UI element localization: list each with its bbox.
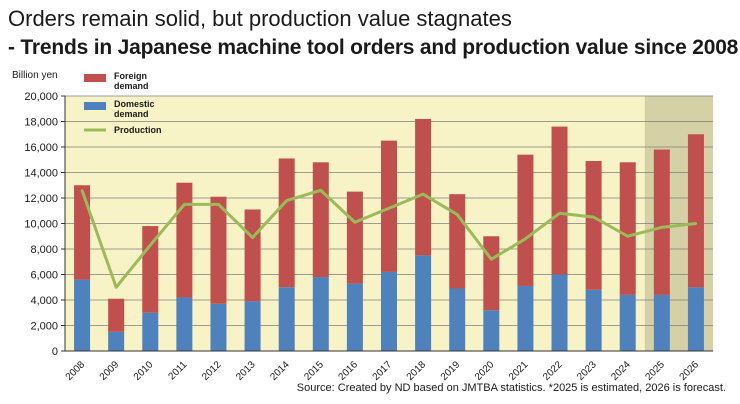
y-axis-label: Billion yen (12, 70, 58, 81)
y-tick-label: 20,000 (24, 91, 58, 103)
production-point-2017 (387, 207, 391, 210)
bar-foreign-2024 (619, 162, 636, 295)
bar-domestic-2024 (619, 294, 636, 351)
legend-label-domestic: Domestic (114, 99, 155, 109)
bar-domestic-2014 (278, 287, 295, 351)
bar-foreign-2009 (108, 298, 125, 332)
bar-foreign-2013 (244, 209, 261, 302)
x-tick-label-2020: 2020 (473, 359, 497, 383)
bar-foreign-2018 (415, 118, 432, 256)
bar-domestic-2023 (585, 289, 602, 351)
production-point-2018 (421, 192, 425, 196)
y-tick-label: 0 (52, 346, 58, 358)
bar-foreign-2022 (551, 126, 568, 275)
x-tick-label-2022: 2022 (541, 359, 565, 383)
bar-foreign-2025 (653, 149, 670, 295)
x-tick-label-2024: 2024 (609, 359, 633, 383)
bar-domestic-2021 (517, 285, 534, 351)
x-tick-label-2008: 2008 (64, 359, 88, 383)
production-point-2025 (660, 226, 664, 229)
y-tick-label: 12,000 (24, 193, 58, 205)
source-note: Source: Created by ND based on JMTBA sta… (296, 382, 726, 394)
bar-foreign-2017 (381, 140, 397, 272)
production-point-2010 (149, 243, 152, 247)
bar-foreign-2012 (210, 196, 227, 304)
bar-foreign-2026 (687, 134, 704, 288)
y-tick-label: 8,000 (30, 244, 58, 256)
production-point-2012 (217, 203, 220, 206)
y-tick-label: 14,000 (24, 168, 58, 180)
y-tick-label: 2,000 (30, 321, 58, 333)
production-point-2011 (183, 203, 186, 206)
bar-domestic-2009 (108, 331, 125, 351)
bar-foreign-2015 (312, 162, 329, 278)
y-tick-label: 6,000 (30, 270, 58, 282)
bar-domestic-2017 (381, 271, 397, 351)
bar-domestic-2016 (346, 283, 363, 351)
production-point-2026 (694, 222, 698, 225)
legend-label-foreign: demand (114, 81, 149, 91)
y-tick-label: 16,000 (24, 142, 58, 154)
legend-label-foreign: Foreign (114, 71, 147, 81)
x-tick-label-2016: 2016 (337, 359, 361, 383)
x-tick-label-2026: 2026 (678, 359, 702, 383)
x-tick-label-2019: 2019 (439, 359, 463, 383)
x-tick-label-2021: 2021 (507, 359, 531, 383)
bar-foreign-2014 (278, 158, 295, 288)
chart-subtitle: - Trends in Japanese machine tool orders… (8, 36, 740, 59)
y-tick-label: 4,000 (30, 295, 58, 307)
bar-foreign-2010 (142, 226, 159, 313)
chart-title: Orders remain solid, but production valu… (8, 6, 512, 31)
legend-swatch-foreign (84, 74, 106, 82)
production-point-2022 (558, 212, 561, 215)
bar-domestic-2019 (449, 288, 466, 351)
x-tick-label-2012: 2012 (200, 359, 224, 383)
production-point-2020 (490, 258, 493, 261)
production-point-2019 (456, 213, 459, 216)
bar-domestic-2026 (687, 287, 704, 351)
x-tick-label-2018: 2018 (405, 359, 429, 383)
production-point-2015 (319, 189, 322, 192)
bar-domestic-2020 (483, 310, 500, 351)
bar-domestic-2018 (415, 255, 432, 351)
bar-domestic-2025 (653, 294, 670, 351)
bar-foreign-2011 (176, 182, 193, 298)
legend-swatch-domestic (84, 102, 106, 110)
x-tick-label-2017: 2017 (371, 359, 395, 383)
x-tick-label-2015: 2015 (302, 359, 326, 383)
x-tick-label-2009: 2009 (98, 359, 122, 383)
production-point-2023 (592, 215, 595, 219)
bar-foreign-2016 (346, 191, 363, 284)
y-tick-label: 18,000 (24, 117, 58, 129)
bar-foreign-2021 (517, 154, 534, 286)
bar-domestic-2015 (312, 277, 329, 351)
bar-domestic-2022 (551, 274, 568, 351)
bar-domestic-2008 (74, 279, 91, 351)
production-point-2024 (626, 235, 629, 238)
x-tick-label-2013: 2013 (234, 359, 258, 383)
production-point-2008 (80, 189, 84, 192)
production-point-2009 (114, 286, 118, 289)
x-tick-label-2014: 2014 (268, 359, 292, 383)
legend-label-domestic: demand (114, 109, 149, 119)
x-tick-label-2010: 2010 (132, 359, 156, 383)
bar-domestic-2011 (176, 297, 193, 351)
bar-foreign-2008 (74, 185, 91, 280)
bar-domestic-2010 (142, 312, 159, 351)
bar-foreign-2019 (449, 194, 466, 289)
production-point-2013 (251, 236, 254, 239)
production-point-2021 (524, 237, 527, 240)
bar-foreign-2023 (585, 161, 602, 290)
bar-domestic-2013 (244, 301, 261, 351)
bar-foreign-2020 (483, 236, 500, 311)
production-point-2016 (353, 221, 357, 224)
x-tick-label-2011: 2011 (166, 359, 189, 382)
legend-label-production: Production (114, 125, 162, 135)
production-point-2014 (285, 199, 288, 202)
y-tick-label: 10,000 (24, 219, 58, 231)
x-tick-label-2025: 2025 (643, 359, 667, 383)
bar-domestic-2012 (210, 303, 227, 351)
x-tick-label-2023: 2023 (575, 359, 599, 383)
